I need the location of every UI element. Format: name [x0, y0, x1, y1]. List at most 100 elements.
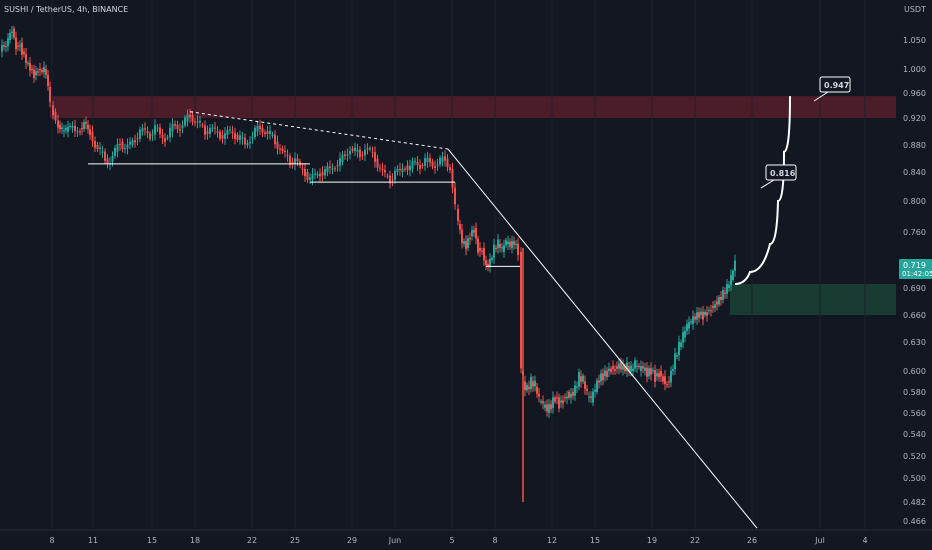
- candle-body: [279, 148, 281, 150]
- candle-body: [284, 151, 286, 153]
- candle-body: [431, 161, 434, 167]
- candle-body: [366, 148, 369, 150]
- candle-body: [126, 144, 129, 149]
- candle-body: [680, 342, 682, 347]
- candle-body: [574, 385, 576, 396]
- candle-body: [294, 158, 296, 165]
- candle-body: [204, 125, 206, 135]
- trendline[interactable]: [189, 111, 449, 150]
- candle-body: [241, 137, 244, 139]
- price-note[interactable]: 0.816: [760, 164, 797, 189]
- candle-body: [668, 381, 670, 383]
- candle-body: [23, 51, 25, 54]
- candle-body: [381, 168, 384, 170]
- candle-body: [614, 369, 616, 371]
- candle-body: [69, 125, 71, 127]
- candle-body: [206, 131, 209, 134]
- candle-body: [690, 321, 692, 323]
- candle-body: [714, 304, 716, 308]
- candle-body: [642, 366, 644, 369]
- candle-body: [674, 353, 676, 370]
- candle-body: [259, 125, 261, 130]
- candle-body: [556, 397, 558, 399]
- candle-body: [131, 140, 134, 145]
- price-note-text: 0.816: [770, 169, 796, 178]
- candle-body: [309, 177, 311, 180]
- x-tick-label: 5: [449, 536, 454, 545]
- candle-body: [648, 368, 650, 377]
- candle-body: [134, 140, 136, 143]
- projection-path[interactable]: [734, 96, 791, 285]
- candle-body: [636, 365, 638, 367]
- candle-body: [11, 31, 13, 33]
- candle-body: [314, 173, 316, 175]
- candle-body: [501, 247, 503, 249]
- price-note-text: 0.947: [824, 81, 849, 90]
- candle-body: [576, 386, 578, 388]
- trendline[interactable]: [447, 148, 758, 529]
- candle-body: [374, 152, 376, 162]
- candle-body: [491, 257, 493, 260]
- candle-body: [454, 187, 456, 205]
- candle-body: [590, 396, 592, 398]
- candle-body: [463, 241, 465, 244]
- candle-body: [106, 158, 109, 164]
- candle-body: [43, 67, 45, 73]
- candle-body: [139, 129, 141, 139]
- candle-body: [1, 45, 3, 52]
- candle-body: [728, 284, 730, 288]
- candle-body: [406, 165, 409, 171]
- candle-body: [319, 173, 321, 177]
- candle-body: [530, 376, 532, 390]
- candle-body: [301, 168, 304, 170]
- candle-body: [234, 133, 236, 139]
- price-note[interactable]: 0.947: [813, 76, 851, 102]
- candle-body: [399, 168, 401, 170]
- time-axis-panel[interactable]: [0, 530, 932, 550]
- candle-body: [658, 373, 660, 378]
- candle-body: [560, 400, 562, 403]
- candle-body: [598, 380, 600, 383]
- countdown-value: 01:42:05: [902, 270, 932, 278]
- last-price-value: 0.719: [903, 261, 926, 270]
- candle-body: [672, 369, 674, 371]
- candle-body: [489, 258, 491, 267]
- candle-body: [608, 368, 610, 371]
- candle-body: [568, 392, 570, 398]
- candle-body: [630, 365, 632, 372]
- candle-body: [276, 141, 279, 149]
- y-tick-label: 0.880: [903, 141, 926, 150]
- candle-body: [628, 366, 630, 372]
- candle-body: [321, 172, 324, 176]
- candle-body: [181, 125, 184, 129]
- candle-body: [129, 141, 131, 145]
- candle-body: [469, 238, 471, 240]
- y-tick-label: 0.840: [903, 168, 926, 177]
- candle-body: [612, 366, 614, 370]
- candle-body: [359, 149, 361, 158]
- candle-body: [54, 111, 57, 121]
- candle-body: [644, 367, 646, 371]
- candle-body: [57, 120, 59, 128]
- candle-body: [664, 376, 666, 385]
- candle-body: [101, 151, 104, 153]
- candle-body: [264, 132, 266, 135]
- candle-body: [376, 158, 379, 168]
- candle-body: [384, 169, 386, 173]
- candle-body: [281, 148, 284, 152]
- candle-body: [324, 169, 326, 176]
- candle-body: [538, 393, 540, 397]
- candle-body: [37, 71, 39, 73]
- candle-body: [169, 127, 171, 137]
- candle-body: [29, 62, 31, 71]
- candle-body: [186, 114, 189, 122]
- candle-body: [552, 397, 554, 408]
- candle-body: [626, 362, 628, 372]
- candle-body: [646, 367, 648, 377]
- candle-body: [81, 128, 83, 130]
- candle-body: [682, 332, 684, 343]
- candle-body: [369, 147, 371, 150]
- candle-body: [618, 363, 620, 369]
- candle-body: [361, 155, 364, 157]
